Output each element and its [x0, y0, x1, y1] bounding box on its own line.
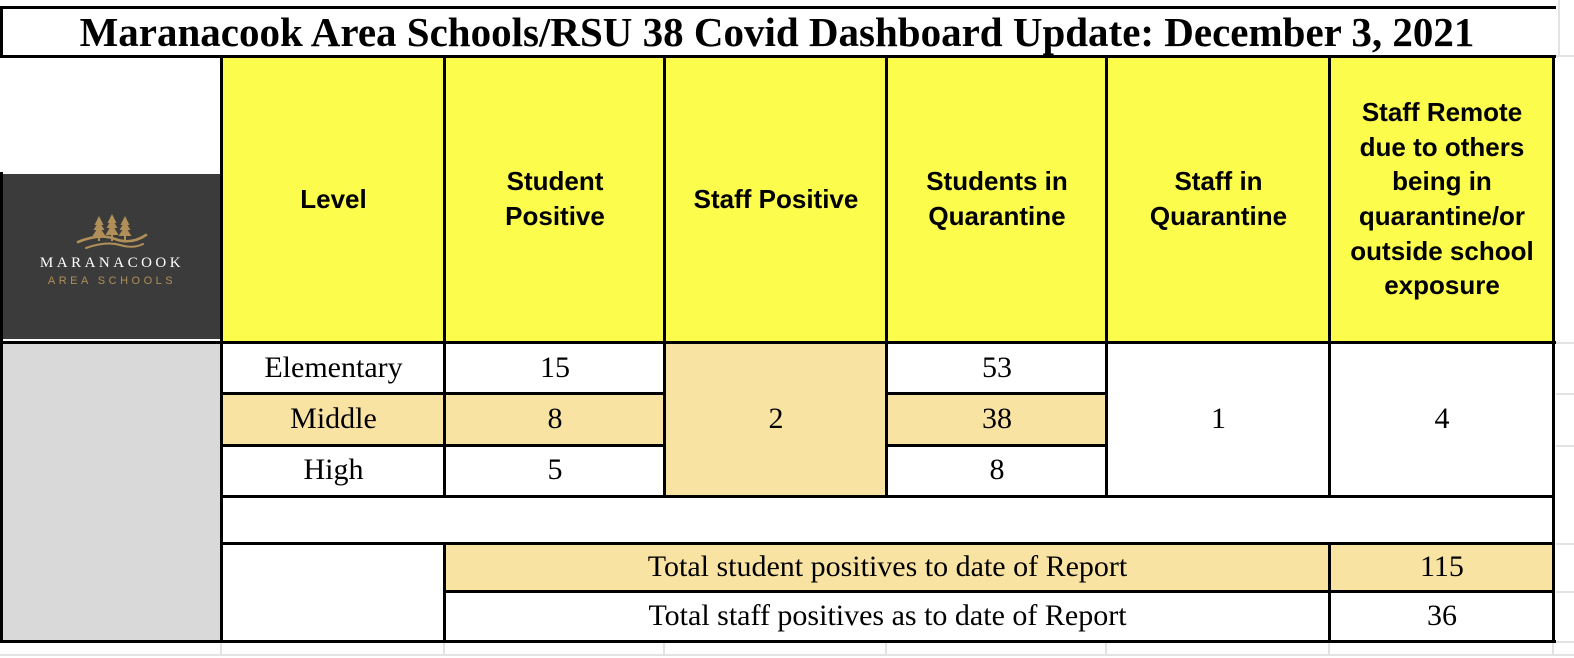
header-staff-positive: Staff Positive — [665, 57, 887, 341]
border-line — [663, 55, 666, 498]
logo-trees-icon — [92, 214, 132, 241]
total-staff-label: Total staff positives as to date of Repo… — [648, 598, 1127, 632]
border-line — [0, 341, 1556, 344]
border-line — [1552, 55, 1555, 643]
border-line — [887, 392, 1107, 395]
logo-name: MARANACOOK — [40, 255, 184, 271]
gridline — [1558, 0, 1560, 55]
gridline — [885, 643, 887, 656]
cell-level-elementary: Elementary — [222, 343, 445, 393]
logo-graphic: MARANACOOK AREA SCHOOLS — [40, 214, 184, 287]
gridline — [443, 643, 445, 656]
border-line — [0, 640, 1556, 643]
header-students-quarantine: Students in Quarantine — [887, 57, 1107, 341]
district-logo: MARANACOOK AREA SCHOOLS — [2, 174, 222, 339]
cell-student-positive-elementary: 15 — [445, 343, 665, 393]
gridline — [1556, 543, 1574, 545]
border-line — [220, 55, 223, 643]
logo-wave-icon — [76, 233, 148, 249]
border-line — [885, 55, 888, 498]
gridline — [1556, 641, 1574, 643]
gridline — [220, 643, 222, 656]
total-staff-value: 36 — [1427, 598, 1457, 632]
gridline — [1556, 393, 1574, 395]
total-students-label: Total student positives to date of Repor… — [445, 543, 1330, 591]
header-staff-remote: Staff Remote due to others being in quar… — [1330, 57, 1554, 341]
left-spacer-column — [2, 341, 222, 642]
gridline — [0, 654, 1574, 656]
border-line — [0, 6, 1556, 9]
header-student-positive: Student Positive — [445, 57, 665, 341]
cell-students-quarantine-middle: 38 — [887, 393, 1107, 445]
border-line — [443, 55, 446, 498]
cell-staff-quarantine-merged: 1 — [1107, 343, 1330, 495]
gridline — [663, 643, 665, 656]
cell-students-quarantine-high: 8 — [887, 445, 1107, 495]
cell-level-middle: Middle — [222, 393, 445, 445]
cell-student-positive-high: 5 — [445, 445, 665, 495]
cell-level-high: High — [222, 445, 445, 495]
border-line — [1105, 55, 1108, 498]
border-line — [1328, 55, 1331, 498]
logo-subtitle: AREA SCHOOLS — [48, 275, 176, 287]
border-line — [443, 542, 446, 643]
header-level: Level — [222, 57, 445, 341]
border-line — [222, 495, 1554, 498]
gridline — [1556, 591, 1574, 593]
cell-students-quarantine-elementary: 53 — [887, 343, 1107, 393]
gridline — [1556, 342, 1574, 344]
cell-staff-positive-merged: 2 — [665, 343, 887, 495]
border-line — [445, 590, 1554, 593]
border-line — [222, 542, 1554, 545]
total-students-value: 115 — [1330, 543, 1554, 591]
cell-student-positive-middle: 8 — [445, 393, 665, 445]
border-line — [887, 444, 1107, 447]
gridline — [1556, 445, 1574, 447]
totals-blank-cell — [222, 543, 445, 640]
gridline — [1105, 643, 1107, 656]
cell-staff-remote-merged: 4 — [1330, 343, 1554, 495]
gridline — [1552, 643, 1554, 656]
gridline — [1328, 643, 1330, 656]
empty-row — [222, 495, 1554, 543]
border-line — [0, 55, 1556, 58]
gridline — [1556, 55, 1574, 57]
border-line — [0, 6, 3, 58]
page-title: Maranacook Area Schools/RSU 38 Covid Das… — [2, 8, 1552, 55]
border-line — [0, 172, 3, 643]
header-staff-quarantine: Staff in Quarantine — [1107, 57, 1330, 341]
border-line — [1328, 542, 1331, 643]
